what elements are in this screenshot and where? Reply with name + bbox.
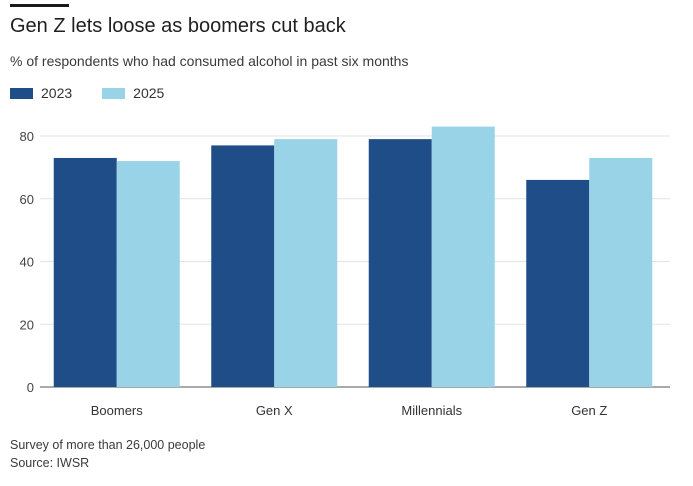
y-tick-label: 0 xyxy=(27,380,34,395)
bar-2023-gen-x xyxy=(211,145,275,387)
legend-swatch-2025 xyxy=(102,87,126,99)
title-accent-bar xyxy=(10,4,69,7)
bar-2025-millennials xyxy=(431,126,495,388)
legend: 2023 2025 xyxy=(10,85,194,101)
legend-label-2023: 2023 xyxy=(41,85,73,101)
legend-swatch-2023 xyxy=(10,87,33,99)
legend-item-2023: 2023 xyxy=(10,85,72,101)
legend-label-2025: 2025 xyxy=(133,85,165,101)
chart-subtitle: % of respondents who had consumed alcoho… xyxy=(10,53,409,69)
y-tick-label: 80 xyxy=(20,129,34,144)
bar-chart: 0 20 40 60 80 Boomers Gen X Millennials Gen Z xyxy=(20,126,670,418)
footnote-survey: Survey of more than 26,000 people xyxy=(10,438,206,452)
bar-2025-gen-x xyxy=(274,139,338,387)
y-tick-label: 40 xyxy=(20,255,34,270)
bar-2025-gen-z xyxy=(589,157,653,387)
x-tick-label: Millennials xyxy=(401,403,462,418)
footnote-source: Source: IWSR xyxy=(10,456,90,470)
x-tick-label: Gen X xyxy=(256,403,293,418)
x-tick-label: Gen Z xyxy=(571,403,607,418)
x-tick-label: Boomers xyxy=(91,403,144,418)
y-tick-label: 20 xyxy=(20,317,34,332)
bar-2025-boomers xyxy=(116,161,180,387)
y-tick-label: 60 xyxy=(20,192,34,207)
bar-2023-gen-z xyxy=(526,179,590,387)
legend-item-2025: 2025 xyxy=(102,85,164,101)
bar-2023-millennials xyxy=(368,139,432,387)
chart-title: Gen Z lets loose as boomers cut back xyxy=(10,15,346,37)
bar-2023-boomers xyxy=(53,157,117,387)
